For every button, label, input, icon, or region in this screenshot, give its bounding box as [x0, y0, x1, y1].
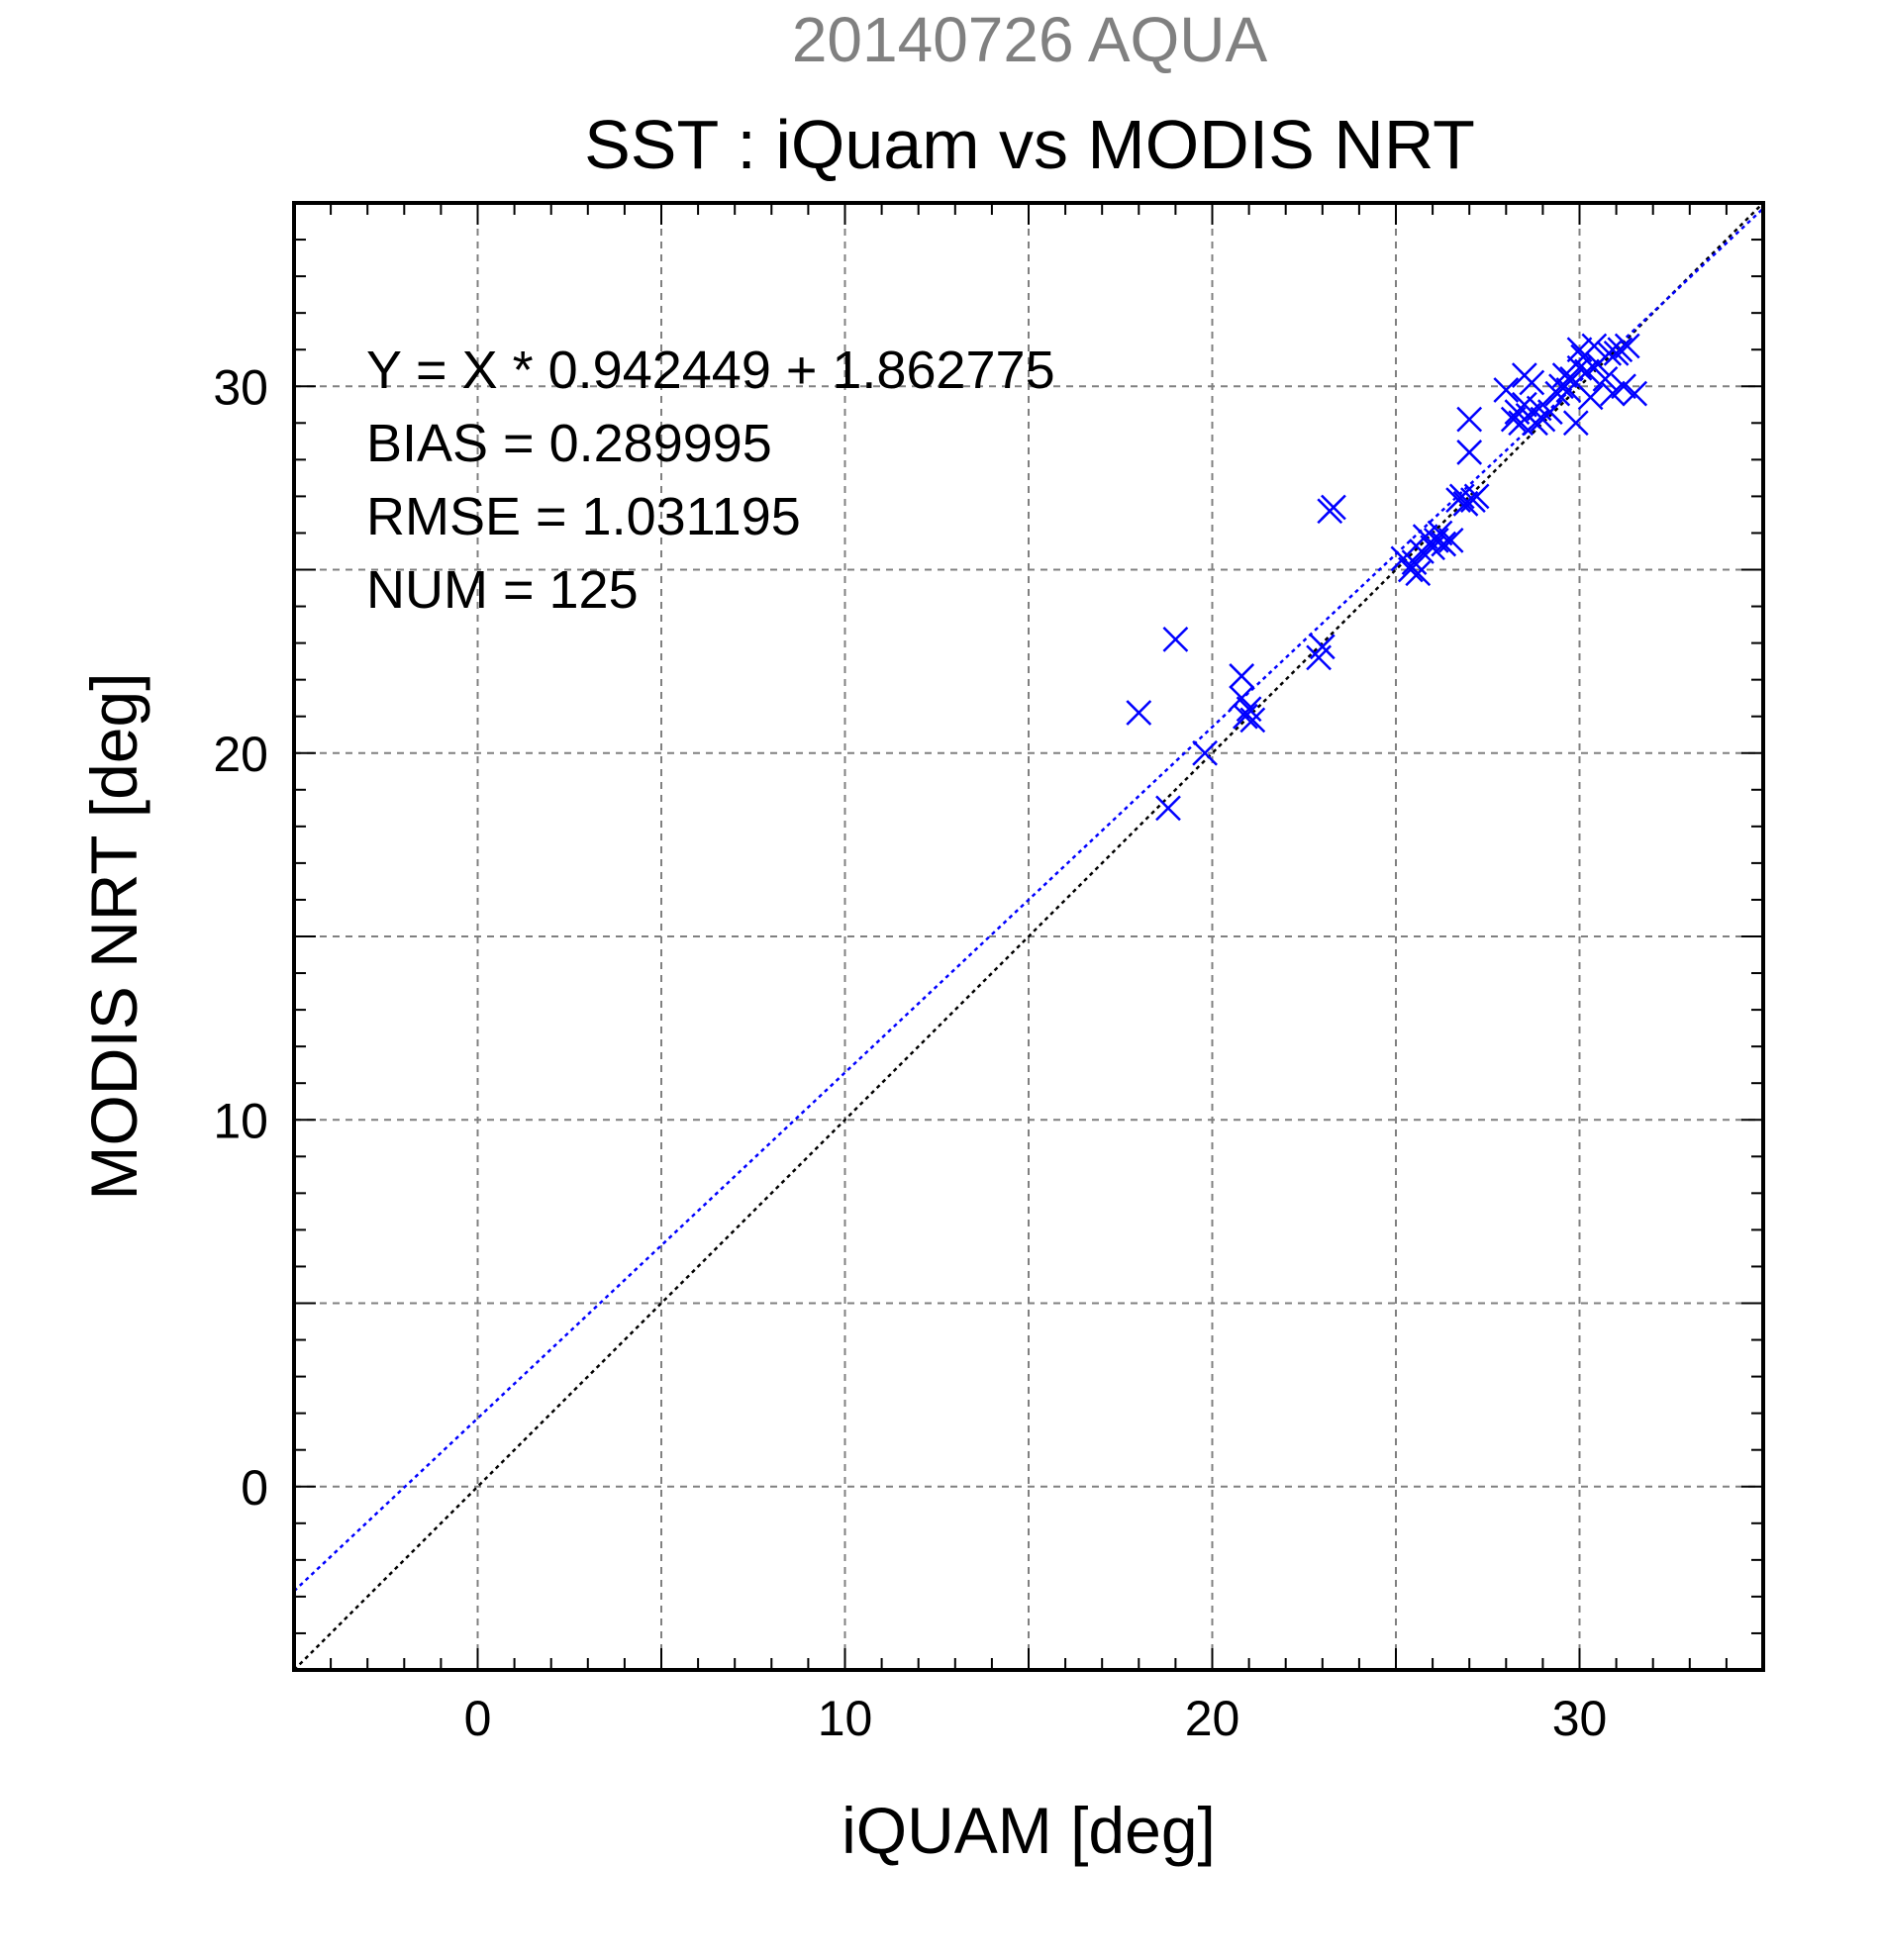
data-point-stroke — [1607, 337, 1634, 363]
data-point — [1500, 406, 1527, 433]
x-tick-label: 30 — [1552, 1691, 1608, 1746]
data-point-stroke — [1566, 337, 1593, 363]
data-point-stroke — [1126, 700, 1152, 726]
data-point-stroke — [1229, 663, 1255, 689]
data-point-stroke — [1500, 406, 1527, 433]
x-tick-label: 0 — [464, 1691, 492, 1746]
data-point — [1431, 531, 1457, 557]
regression-line — [293, 207, 1764, 1593]
data-point-stroke — [1519, 369, 1545, 396]
data-point — [1456, 406, 1483, 433]
data-point-stroke — [1405, 560, 1432, 587]
data-point — [1523, 410, 1548, 437]
stats-box: Y = X * 0.942449 + 1.862775 BIAS = 0.289… — [366, 341, 1055, 620]
data-point-stroke — [1162, 627, 1189, 652]
chart-title: SST : iQuam vs MODIS NRT — [584, 106, 1475, 183]
y-tick-label: 0 — [241, 1460, 268, 1516]
data-point — [1405, 560, 1432, 587]
data-point — [1239, 707, 1266, 734]
data-point-stroke — [1526, 395, 1552, 422]
x-axis-label: iQUAM [deg] — [842, 1794, 1216, 1867]
data-point-stroke — [1463, 483, 1490, 510]
data-point — [1229, 663, 1255, 689]
data-point — [1397, 556, 1424, 583]
data-point — [1622, 380, 1648, 407]
identity-line — [293, 202, 1764, 1671]
y-tick-label: 10 — [213, 1093, 268, 1148]
data-point — [1562, 410, 1589, 437]
data-point-stroke — [1155, 795, 1181, 822]
data-point — [1600, 380, 1626, 407]
data-point — [1463, 483, 1490, 510]
data-point-stroke — [1239, 707, 1266, 734]
data-point-stroke — [1412, 524, 1438, 550]
regression-equation: Y = X * 0.942449 + 1.862775 — [366, 341, 1055, 400]
x-tick-label: 10 — [818, 1691, 873, 1746]
data-point — [1614, 333, 1640, 359]
data-point-stroke — [1511, 391, 1537, 418]
data-point-stroke — [1577, 384, 1604, 411]
data-point-stroke — [1592, 365, 1619, 392]
bias-value: BIAS = 0.289995 — [366, 414, 772, 473]
y-tick-label: 30 — [213, 359, 268, 415]
data-point — [1162, 627, 1189, 652]
data-point-stroke — [1452, 490, 1479, 517]
data-point-stroke — [1321, 494, 1346, 521]
y-tick-label: 20 — [213, 727, 268, 782]
data-point-stroke — [1562, 410, 1589, 437]
data-point — [1493, 377, 1520, 403]
data-point-stroke — [1574, 358, 1600, 385]
data-point — [1456, 440, 1483, 465]
data-point-stroke — [1559, 365, 1585, 392]
data-point — [1233, 703, 1258, 730]
data-point-stroke — [1536, 399, 1563, 426]
data-point — [1309, 634, 1336, 660]
rmse-value: RMSE = 1.031195 — [366, 487, 801, 546]
data-point — [1126, 700, 1152, 726]
data-point — [1577, 384, 1604, 411]
tick-labels: 0 10 20 30 0 10 20 30 — [213, 359, 1607, 1746]
data-point — [1519, 369, 1545, 396]
data-point — [1192, 739, 1218, 766]
num-value: NUM = 125 — [366, 560, 639, 620]
data-point-stroke — [1431, 531, 1457, 557]
data-points — [1126, 333, 1648, 822]
data-point-stroke — [1390, 545, 1417, 572]
data-point-stroke — [1611, 373, 1636, 400]
data-point — [1566, 337, 1593, 363]
plot-frame — [292, 201, 1765, 1672]
data-point-stroke — [1309, 634, 1336, 660]
data-point-stroke — [1622, 380, 1648, 407]
reference-lines — [293, 202, 1764, 1671]
data-point-stroke — [1456, 440, 1483, 465]
data-point — [1437, 527, 1464, 553]
data-point — [1607, 337, 1634, 363]
data-point — [1452, 490, 1479, 517]
y-axis-label: MODIS NRT [deg] — [77, 672, 150, 1200]
data-point — [1592, 365, 1619, 392]
data-point-stroke — [1233, 703, 1258, 730]
data-point-stroke — [1236, 696, 1262, 723]
data-point — [1155, 795, 1181, 822]
data-point-stroke — [1437, 527, 1464, 553]
data-point-stroke — [1456, 406, 1483, 433]
data-point — [1536, 399, 1563, 426]
data-point-stroke — [1600, 380, 1626, 407]
data-point-stroke — [1614, 333, 1640, 359]
data-point-stroke — [1397, 556, 1424, 583]
data-point — [1321, 494, 1346, 521]
data-point-stroke — [1192, 739, 1218, 766]
x-tick-label: 20 — [1185, 1691, 1240, 1746]
chart-subtitle: 20140726 AQUA — [792, 4, 1268, 75]
data-point-stroke — [1523, 410, 1548, 437]
data-point-stroke — [1427, 520, 1453, 546]
data-point — [1611, 373, 1636, 400]
data-point-stroke — [1493, 377, 1520, 403]
grid — [294, 203, 1763, 1670]
data-point-stroke — [1401, 549, 1428, 575]
data-point — [1574, 358, 1600, 385]
